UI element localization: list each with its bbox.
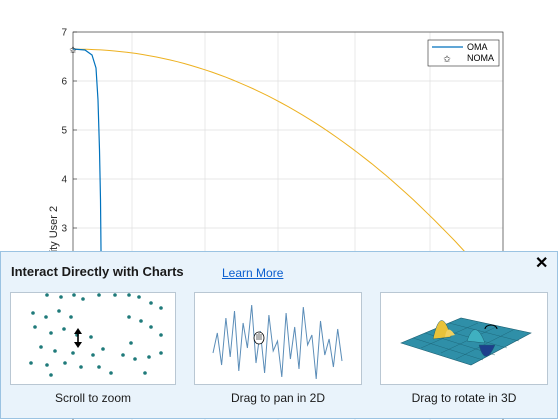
scatter-dot	[79, 365, 83, 369]
rotate-3d-demo	[380, 292, 548, 385]
y-tick-label: 7	[61, 28, 67, 39]
close-icon[interactable]: ✕	[535, 255, 549, 272]
scatter-dot	[63, 361, 67, 365]
y-tick-label: 4	[61, 175, 67, 186]
scatter-dot	[45, 363, 49, 367]
scatter-dot	[72, 293, 76, 297]
learn-more-link[interactable]: Learn More	[222, 266, 284, 280]
plot-area-border	[72, 31, 504, 420]
scatter-dot	[57, 309, 61, 313]
scatter-dot	[69, 315, 73, 319]
scatter-dot	[33, 325, 37, 329]
scatter-dot	[149, 301, 153, 305]
scatter-dot	[49, 331, 53, 335]
legend: OMA ✩ NOMA	[427, 39, 500, 67]
scatter-dot	[143, 371, 147, 375]
noma-point-marker: ✩	[69, 45, 77, 55]
scatter-dot	[91, 353, 95, 357]
scatter-dot	[137, 295, 141, 299]
demo-caption-zoom: Scroll to zoom	[54, 391, 132, 405]
scatter-dot	[49, 373, 53, 377]
scatter-dot	[97, 293, 101, 297]
legend-label-oma: OMA	[467, 42, 488, 52]
scatter-dot	[149, 325, 153, 329]
line-pan-icon	[212, 304, 343, 380]
scatter-dot	[71, 351, 75, 355]
scatter-dot	[121, 353, 125, 357]
y-tick-label: 3	[61, 224, 67, 235]
scatter-dot	[101, 347, 105, 351]
scatter-dot	[133, 357, 137, 361]
scatter-dot	[59, 295, 63, 299]
panel-title: Interact Directly with Charts	[11, 264, 184, 279]
scatter-dot	[81, 297, 85, 301]
scatter-dot	[89, 335, 93, 339]
scatter-dot	[127, 315, 131, 319]
scatter-dot	[29, 361, 33, 365]
demo-caption-pan: Drag to pan in 2D	[230, 391, 326, 405]
y-tick-label: 5	[61, 126, 67, 137]
scatter-dot	[44, 315, 48, 319]
y-tick-label: 6	[61, 77, 67, 88]
rotate-cursor-icon	[484, 324, 498, 330]
interaction-tips-panel: Interact Directly with Charts Learn More…	[0, 251, 558, 419]
scatter-dot	[139, 319, 143, 323]
y-axis-ticks: 3 4 5 6 7	[61, 28, 77, 235]
scroll-zoom-demo	[10, 292, 176, 385]
legend-label-noma: NOMA	[467, 53, 494, 63]
surface-rotate-icon	[400, 317, 532, 366]
scatter-dot	[53, 349, 57, 353]
scatter-dot	[159, 333, 163, 337]
hand-cursor-icon	[253, 331, 265, 345]
series-line-oma	[72, 48, 102, 301]
scatter-dot	[113, 293, 117, 297]
scatter-dot	[147, 355, 151, 359]
scatter-dot	[39, 345, 43, 349]
scatter-dot	[129, 341, 133, 345]
scatter-dot	[31, 311, 35, 315]
scatter-dot	[159, 306, 163, 310]
scatter-dot	[109, 371, 113, 375]
scatter-dot	[127, 293, 131, 297]
demo-caption-rotate: Drag to rotate in 3D	[411, 391, 517, 405]
series-line-yellow	[72, 48, 491, 281]
scatter-dot	[62, 327, 66, 331]
scatter-dot	[159, 351, 163, 355]
legend-swatch-noma: ✩	[443, 54, 451, 64]
scatter-dot	[45, 293, 49, 297]
zoom-cursor-icon	[74, 328, 82, 348]
pan-2d-demo	[194, 292, 362, 385]
scatter-zoom-icon	[29, 293, 163, 377]
scatter-dot	[97, 365, 101, 369]
